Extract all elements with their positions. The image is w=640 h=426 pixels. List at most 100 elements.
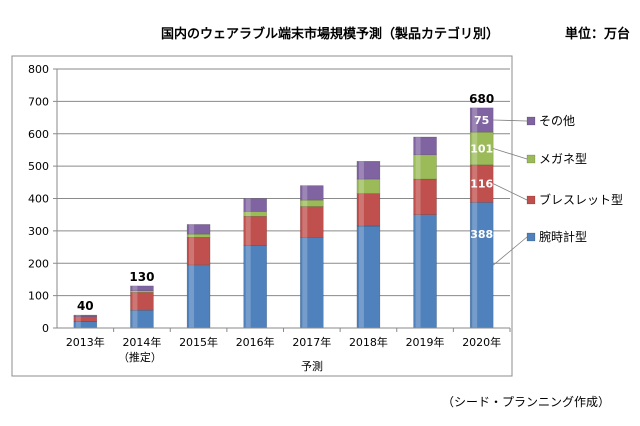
x-tick-label: 2018年 xyxy=(349,335,388,349)
bar-segment-group xyxy=(356,225,381,329)
bar-segment-group xyxy=(186,237,211,266)
bar-segment-highlight xyxy=(302,206,308,238)
bar-segment-group xyxy=(356,161,381,180)
x-axis: 2013年 2014年（推定） 2015年 2016年 2017年 2018年 2019年 2… xyxy=(57,327,511,364)
bar-segment-group xyxy=(73,314,98,317)
y-tick-label: 300 xyxy=(28,225,49,238)
bar-segment-group xyxy=(300,237,324,329)
bar-segment-highlight xyxy=(358,161,364,180)
bar-segment-group xyxy=(413,178,437,215)
bar-segment xyxy=(186,224,211,235)
bar-segment-group xyxy=(243,245,267,329)
bar-segment-highlight xyxy=(472,202,478,328)
bar-segment-highlight xyxy=(358,193,364,227)
bar-segment-group xyxy=(243,216,267,246)
bar-segment xyxy=(130,285,154,292)
legend-swatch xyxy=(526,232,536,242)
x-axis-title: 予測 xyxy=(301,359,323,373)
legend-leader-line xyxy=(493,119,528,122)
bar-segment xyxy=(73,314,98,317)
segment-data-label: 388 xyxy=(470,228,493,241)
bar-segment-group xyxy=(130,292,154,311)
x-tick-sublabel: （推定） xyxy=(118,350,162,364)
bar-segment-group xyxy=(243,211,267,217)
segment-data-label: 116 xyxy=(470,178,493,191)
data-labels: 40 130 680 388 116 101 75 xyxy=(77,92,494,313)
x-tick-label: 2013年 xyxy=(66,335,105,349)
bar-segment-group xyxy=(356,178,381,194)
bar-segment-highlight xyxy=(358,179,364,194)
x-tick-label: 2019年 xyxy=(406,335,445,349)
y-tick-label: 200 xyxy=(28,257,49,270)
bar-segment-highlight xyxy=(245,216,251,246)
bar-segment-highlight xyxy=(415,214,421,328)
bar-total-label: 40 xyxy=(77,299,94,313)
bar-segment-highlight xyxy=(189,234,195,238)
bar-segment-group xyxy=(130,309,154,329)
legend-label: メガネ型 xyxy=(539,152,587,166)
bar-segment-group xyxy=(300,199,324,207)
x-tick-label: 2020年 xyxy=(462,335,501,349)
bar-segment-group xyxy=(130,285,154,292)
bar-segment-highlight xyxy=(75,316,81,322)
x-tick-label: 2016年 xyxy=(236,335,275,349)
y-tick-label: 800 xyxy=(28,63,49,76)
bar-segment-highlight xyxy=(302,185,308,201)
bar-segment-highlight xyxy=(75,315,81,317)
bar-segment-group xyxy=(300,206,324,238)
bar-segment-highlight xyxy=(415,136,421,155)
bar-segment xyxy=(413,136,437,156)
legend-label: その他 xyxy=(539,114,575,128)
bar-segment-highlight xyxy=(472,107,478,133)
bar-segment-highlight xyxy=(415,154,421,180)
legend-leader-line xyxy=(493,148,528,160)
bar-segment-highlight xyxy=(189,264,195,328)
segment-data-label: 75 xyxy=(474,114,489,127)
bar-segment-highlight xyxy=(245,198,251,212)
bar-segment-group xyxy=(300,185,324,201)
bar-segment xyxy=(73,316,98,322)
bar-segment xyxy=(186,233,211,238)
bar-segment-group xyxy=(186,224,211,235)
x-tick-label: 2017年 xyxy=(292,335,331,349)
bar-segment-group xyxy=(356,193,381,227)
source-note: （シード・プランニング作成） xyxy=(442,395,610,409)
bar-segment-group xyxy=(186,264,211,329)
bar-segment-highlight xyxy=(75,321,81,328)
legend-swatch xyxy=(526,116,536,126)
bar-segment-highlight xyxy=(189,224,195,235)
y-tick-label: 500 xyxy=(28,160,49,173)
y-tick-label: 400 xyxy=(28,193,49,206)
bar-segment-highlight xyxy=(132,310,138,328)
y-axis: 0 100 200 300 400 500 600 700 800 xyxy=(28,63,58,335)
y-tick-label: 100 xyxy=(28,290,49,303)
bar-total-label: 130 xyxy=(129,270,154,284)
x-tick-label: 2015年 xyxy=(179,335,218,349)
bar-segment-group xyxy=(413,214,437,329)
bar-segment-group xyxy=(413,154,437,180)
y-tick-label: 600 xyxy=(28,128,49,141)
legend-leader-line xyxy=(493,183,528,201)
legend-swatch xyxy=(526,195,536,205)
bar-segment-highlight xyxy=(415,179,421,215)
legend-label: ブレスレット型 xyxy=(539,192,623,207)
chart-title: 国内のウェアラブル端末市場規模予測（製品カテゴリ別） xyxy=(161,26,499,42)
unit-label: 単位：万台 xyxy=(565,26,630,42)
bar-segment xyxy=(130,292,154,311)
bar-segment-group xyxy=(73,321,98,329)
bar-segment-highlight xyxy=(132,292,138,311)
bar-segment-group xyxy=(243,198,267,212)
bar-segment-group xyxy=(469,202,494,329)
bar-segment-highlight xyxy=(189,237,195,265)
bar-segment-highlight xyxy=(132,290,138,293)
bar-segment-highlight xyxy=(472,132,478,165)
bar-segment-group xyxy=(186,233,211,238)
x-tick-label: 2014年 xyxy=(122,335,161,349)
legend-leader-line xyxy=(492,236,528,266)
bar-segment-highlight xyxy=(472,164,478,203)
bar-segment-group xyxy=(73,316,98,322)
bar-segment-highlight xyxy=(132,285,138,291)
segment-data-label: 101 xyxy=(470,142,493,155)
bar-total-label: 680 xyxy=(469,92,494,106)
